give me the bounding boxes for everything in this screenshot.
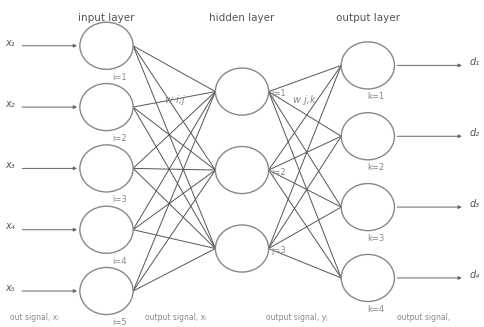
Text: i=4: i=4: [112, 256, 127, 266]
Text: j=2: j=2: [271, 168, 286, 177]
Text: output signal, yⱼ: output signal, yⱼ: [266, 313, 328, 322]
Ellipse shape: [80, 145, 133, 192]
Text: d₁: d₁: [469, 57, 480, 67]
Text: x₁: x₁: [5, 38, 15, 47]
Ellipse shape: [341, 183, 394, 231]
Ellipse shape: [80, 83, 133, 131]
Text: k=1: k=1: [367, 92, 384, 101]
Text: d₂: d₂: [469, 128, 480, 138]
Ellipse shape: [341, 254, 394, 301]
Text: w j,k: w j,k: [293, 95, 316, 105]
Ellipse shape: [80, 267, 133, 315]
Text: x₃: x₃: [5, 160, 15, 170]
Text: output signal,: output signal,: [397, 313, 450, 322]
Text: output layer: output layer: [336, 13, 400, 23]
Text: x₂: x₂: [5, 99, 15, 109]
Text: input layer: input layer: [78, 13, 135, 23]
Text: out signal, xᵢ: out signal, xᵢ: [10, 313, 58, 322]
Text: output signal, xᵢ: output signal, xᵢ: [145, 313, 207, 322]
Text: x₄: x₄: [5, 221, 15, 232]
Text: w i,j: w i,j: [165, 95, 184, 105]
Text: j=1: j=1: [271, 89, 286, 98]
Text: i=2: i=2: [112, 134, 127, 143]
Text: d₄: d₄: [469, 270, 480, 280]
Text: i=5: i=5: [112, 318, 127, 327]
Ellipse shape: [341, 113, 394, 160]
Text: j=3: j=3: [271, 246, 286, 255]
Text: hidden layer: hidden layer: [209, 13, 275, 23]
Text: i=1: i=1: [112, 73, 127, 82]
Text: d₃: d₃: [469, 199, 480, 209]
Text: k=3: k=3: [367, 234, 384, 243]
Text: i=3: i=3: [112, 195, 127, 204]
Ellipse shape: [341, 42, 394, 89]
Text: x₅: x₅: [5, 283, 15, 293]
Ellipse shape: [80, 22, 133, 69]
Ellipse shape: [215, 146, 269, 194]
Text: k=4: k=4: [367, 305, 384, 314]
Ellipse shape: [80, 206, 133, 253]
Ellipse shape: [215, 68, 269, 115]
Text: k=2: k=2: [367, 163, 384, 172]
Ellipse shape: [215, 225, 269, 272]
